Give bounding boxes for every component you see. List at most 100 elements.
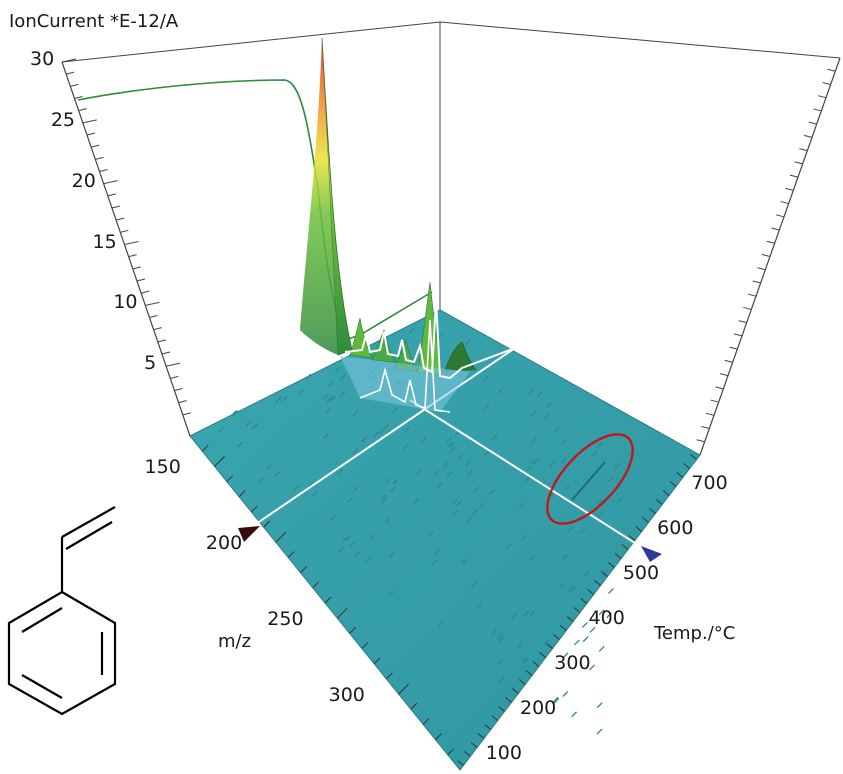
temp-tick (614, 553, 622, 559)
temp-tick (649, 508, 656, 514)
floor-streak (543, 413, 550, 420)
floor-streak (415, 468, 422, 475)
floor-streak (420, 437, 427, 443)
mz-tick (447, 748, 455, 756)
floor-streak (510, 612, 517, 619)
y-tick (178, 400, 187, 404)
mz-marker (238, 526, 260, 542)
mz-tick-label: 300 (328, 684, 365, 707)
y-tick-label: 25 (50, 108, 76, 131)
floor-streak (311, 491, 318, 497)
floor-streak (274, 470, 281, 477)
floor-streak (413, 497, 420, 504)
floor-streak (537, 391, 544, 398)
floor-streak (473, 486, 480, 493)
y-tick-label: 15 (92, 230, 117, 253)
y-tick (103, 180, 118, 185)
y-tick (170, 375, 179, 379)
floor-streak (562, 553, 569, 560)
floor-streak (368, 534, 375, 541)
floor-streak (499, 676, 506, 683)
y-tick-label: 30 (30, 48, 55, 70)
temp-tick (498, 706, 505, 712)
floor-streak (582, 636, 589, 642)
mz-tick (386, 672, 393, 680)
floor-streak (516, 643, 523, 650)
peak-bump (444, 341, 477, 371)
floor-streak (218, 426, 225, 433)
temp-tick (573, 607, 581, 613)
floor-streak (408, 328, 415, 335)
floor-streak (596, 442, 603, 449)
floor-streak (478, 502, 485, 509)
floor-streak (602, 569, 609, 576)
mz-tick (422, 718, 430, 725)
y-tick (91, 144, 100, 148)
floor-streak (483, 375, 489, 382)
temp-tick (505, 697, 512, 703)
floor-streak (345, 535, 352, 542)
temp-tick (491, 715, 499, 721)
floor-streak (581, 622, 588, 629)
floor-streak (490, 629, 497, 636)
y-tick (82, 119, 97, 124)
right-tick (771, 227, 780, 231)
right-wall-ticks (696, 68, 836, 443)
y-tick (74, 96, 83, 99)
floor-streak (546, 401, 553, 408)
floor-streak (606, 612, 613, 619)
floor-streak (518, 502, 525, 509)
temp-tick (669, 481, 677, 487)
floor-streak (231, 410, 237, 416)
floor-streak (449, 442, 456, 449)
temp-tick-label: 500 (622, 562, 660, 584)
y-tick (145, 301, 160, 306)
floor-streak (232, 410, 239, 417)
y-tick (99, 169, 108, 172)
floor-streak (431, 559, 438, 566)
styrene-structure (7, 506, 117, 716)
y-tick (116, 217, 125, 221)
floor-streak (378, 428, 385, 435)
floor-streak (589, 664, 596, 671)
floor-streak (579, 527, 586, 534)
right-tick (710, 399, 719, 403)
y-tick (166, 362, 181, 367)
floor-streak (543, 639, 549, 646)
right-tick (789, 174, 799, 178)
mz-tick (300, 566, 307, 573)
temp-tick (463, 751, 471, 757)
mz-tick (398, 683, 409, 695)
peak-base (340, 356, 470, 412)
floor-streak (483, 404, 490, 411)
y-tick (95, 156, 104, 160)
floor-streak (560, 439, 567, 446)
floor-streak (326, 396, 333, 403)
mz-slice-line (249, 347, 516, 529)
floor-streak (562, 652, 569, 659)
mz-tick-label: 200 (205, 532, 243, 555)
y-tick-label: 10 (113, 291, 138, 314)
mz-tick (435, 733, 442, 740)
temp-tick (511, 688, 519, 694)
floor-streak (466, 469, 473, 476)
right-tick (715, 386, 724, 390)
floor-streak (598, 645, 605, 652)
floor-streak (434, 548, 441, 555)
floor-streak (521, 534, 528, 541)
floor-streak (526, 466, 533, 473)
floor-streak (596, 702, 603, 709)
temp-tick (532, 661, 540, 667)
temp-tick-label: 700 (691, 472, 728, 494)
mz-tick (361, 642, 369, 649)
floor-streak (589, 626, 596, 633)
mz-tick (287, 551, 295, 558)
y-tick (182, 412, 191, 416)
floor-streak (476, 601, 483, 608)
right-tick (799, 148, 808, 152)
y-tick (128, 254, 137, 258)
floor-streak (402, 443, 409, 450)
floor-streak (529, 458, 536, 465)
temp-tick (566, 616, 574, 622)
floor-streak (552, 696, 559, 703)
